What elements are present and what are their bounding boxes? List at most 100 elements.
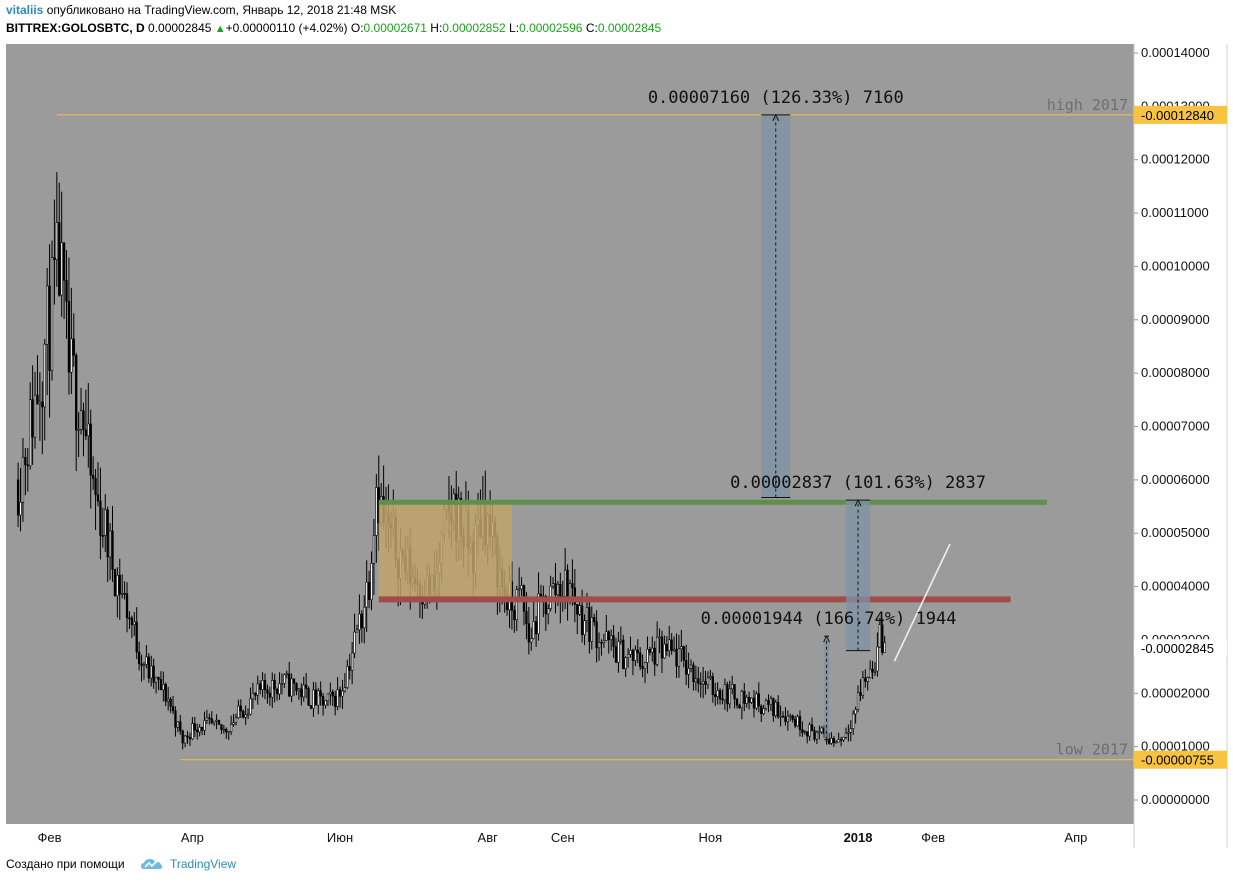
candle-body: [801, 729, 804, 733]
x-tick-label: Фев: [921, 830, 945, 845]
candle-body: [232, 722, 235, 725]
high-2017-price-tag-label: -0.00012840: [1141, 108, 1214, 123]
candle-body: [728, 688, 731, 705]
candle-body: [118, 574, 121, 595]
candle-body: [762, 708, 765, 715]
footer: Создано при помощи TradingView: [0, 848, 1233, 884]
candle-body: [288, 673, 291, 697]
candle-body: [798, 716, 802, 730]
candle-body: [229, 723, 233, 732]
candle-body: [709, 676, 712, 679]
candle-body: [692, 664, 695, 683]
candle-body: [125, 593, 129, 619]
candle-body: [847, 731, 850, 734]
candle-body: [544, 595, 547, 615]
candle-body: [513, 610, 516, 621]
candle-body: [271, 680, 274, 698]
candle-body: [835, 741, 838, 744]
candle-body: [210, 718, 213, 724]
candle-body: [297, 688, 301, 691]
candle-body: [33, 394, 37, 438]
candle-body: [324, 700, 327, 706]
candle-body: [735, 698, 739, 706]
change-value: +0.00000110 (+4.02%): [225, 21, 348, 35]
candle-body: [639, 652, 642, 667]
candle-body: [113, 569, 117, 597]
tradingview-cloud-icon[interactable]: [140, 856, 164, 872]
candle-body: [152, 665, 155, 683]
price-axis[interactable]: [1134, 44, 1227, 848]
candle-body: [576, 604, 579, 615]
candle-body: [556, 584, 560, 596]
candle-body: [573, 587, 576, 605]
candle-body: [176, 721, 180, 728]
candle-body: [251, 693, 255, 700]
candle-body: [856, 692, 860, 710]
candle-body: [789, 715, 792, 718]
y-tick-label: 0.00004000: [1141, 579, 1210, 594]
measurement-label: 0.00001944 (166.74%) 1944: [701, 609, 957, 629]
plot-area[interactable]: [6, 44, 1134, 848]
candle-body: [784, 716, 787, 722]
candle-body: [820, 727, 823, 733]
x-tick-label: Авг: [478, 830, 499, 845]
candle-body: [534, 621, 538, 635]
candle-body: [266, 689, 269, 694]
candle-body: [341, 690, 344, 697]
tradingview-brand[interactable]: TradingView: [170, 857, 237, 871]
candle-body: [747, 697, 751, 703]
price-chart[interactable]: 0.00007160 (126.33%) 7160 0.00002837 (101…: [0, 44, 1233, 848]
candle-body: [777, 701, 780, 717]
x-tick-label: Апр: [1064, 830, 1087, 845]
candle-body: [292, 678, 296, 684]
close-label: C:: [585, 21, 598, 35]
author-name[interactable]: vitaliis: [6, 3, 44, 17]
candle-body: [670, 639, 673, 651]
y-tick-label: 0.00002000: [1141, 685, 1210, 700]
candle-body: [593, 617, 596, 623]
candle-body: [610, 635, 613, 641]
candle-body: [336, 689, 339, 707]
candle-body: [580, 605, 584, 636]
candle-body: [46, 285, 49, 345]
candle-body: [24, 456, 27, 466]
candle-body: [677, 648, 681, 667]
candle-body: [55, 222, 58, 261]
candle-body: [96, 494, 100, 502]
candle-body: [864, 677, 867, 682]
y-tick-label: 0.00011000: [1141, 205, 1209, 220]
candle-body: [518, 588, 521, 591]
candle-body: [58, 222, 61, 296]
candle-body: [205, 717, 209, 721]
candle-body: [774, 701, 777, 716]
candle-body: [704, 680, 707, 685]
candle-body: [171, 706, 175, 712]
candle-body: [873, 670, 877, 673]
candle-body: [75, 355, 78, 431]
candle-body: [685, 659, 688, 675]
candle-body: [79, 410, 83, 430]
candle-body: [743, 691, 746, 704]
candle-body: [130, 617, 134, 625]
candle-body: [881, 624, 884, 653]
candle-body: [832, 738, 835, 744]
candle-body: [208, 717, 211, 720]
candle-body: [530, 638, 533, 643]
candle-body: [343, 687, 347, 692]
candle-body: [750, 697, 753, 703]
candle-body: [191, 723, 194, 740]
candle-body: [225, 728, 228, 733]
candle-body: [338, 689, 342, 697]
drawings: 0.00007160 (126.33%) 7160 0.00002837 (101…: [56, 88, 1134, 761]
low-2017-price-tag: [1134, 750, 1227, 769]
candle-body: [641, 666, 644, 669]
candle-body: [43, 343, 46, 408]
y-tick-label: 0.00001000: [1141, 739, 1210, 754]
time-axis[interactable]: [6, 824, 1134, 848]
candle-body: [367, 581, 371, 600]
candle-body: [309, 705, 313, 709]
candle-body: [643, 662, 647, 669]
candle-body: [646, 649, 649, 663]
candle-body: [26, 464, 29, 467]
candle-body: [242, 710, 245, 718]
